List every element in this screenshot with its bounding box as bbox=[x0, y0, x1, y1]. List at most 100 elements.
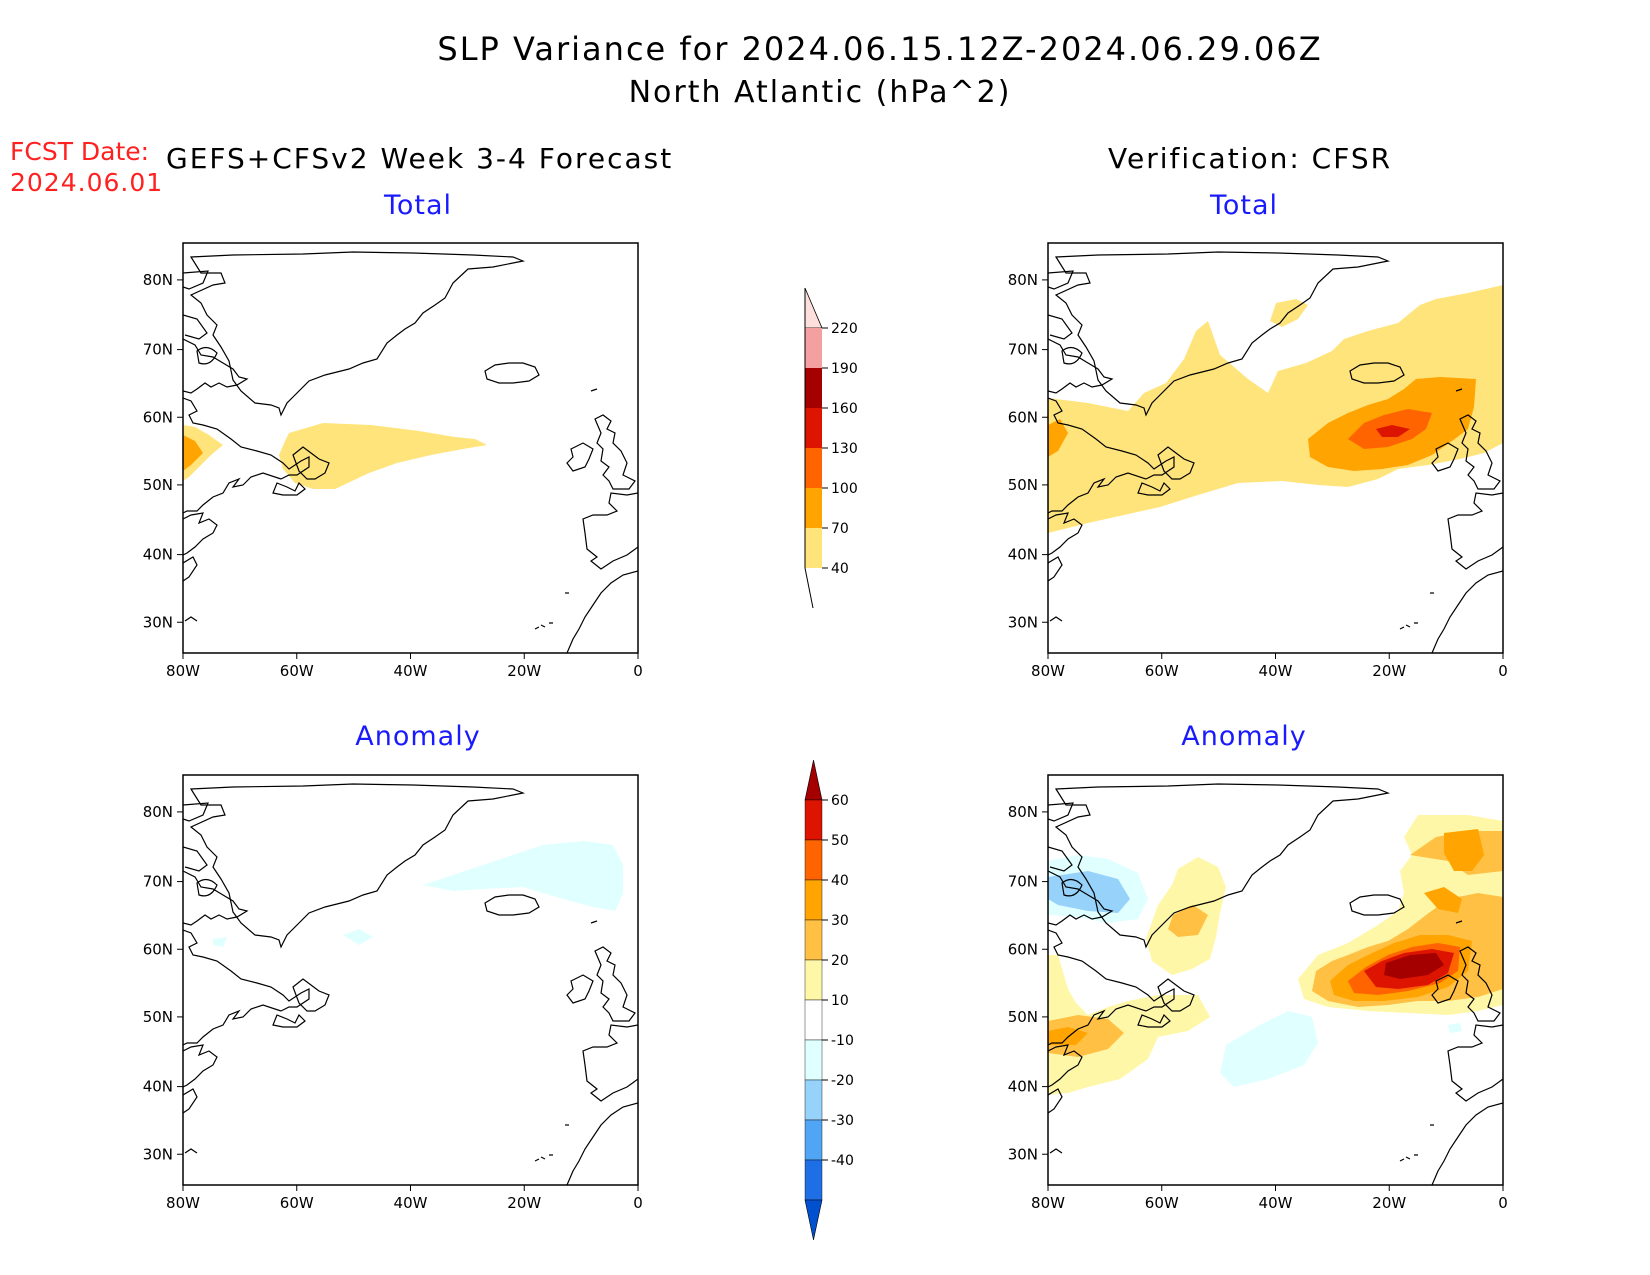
colorbar-anomaly-swatch bbox=[804, 799, 823, 841]
panel-verification-total bbox=[1047, 242, 1504, 654]
colorbar-total-label: 100 bbox=[831, 481, 858, 497]
lat-label: 70N bbox=[143, 341, 173, 359]
forecast-title: GEFS+CFSv2 Week 3-4 Forecast bbox=[166, 142, 674, 175]
lat-label: 80N bbox=[143, 271, 173, 289]
lat-label: 60N bbox=[143, 408, 173, 426]
colorbar-anomaly-swatch bbox=[804, 999, 823, 1041]
verification-total-subtitle: Total bbox=[1209, 190, 1279, 221]
colorbar-total-swatch bbox=[805, 448, 822, 488]
figure-subtitle: North Atlantic (hPa^2) bbox=[628, 75, 1012, 110]
colorbar-total-label: 40 bbox=[831, 561, 849, 577]
lat-label: 30N bbox=[1008, 613, 1038, 631]
colorbar-anomaly-label: -30 bbox=[831, 1113, 854, 1129]
lat-label: 40N bbox=[1008, 1078, 1038, 1096]
colorbar-total-label: 220 bbox=[831, 321, 858, 337]
verification-total-field bbox=[1048, 285, 1503, 533]
forecast-anomaly-field bbox=[213, 841, 623, 947]
colorbar-anomaly-label: 10 bbox=[831, 993, 849, 1009]
colorbar-total-label: 70 bbox=[831, 521, 849, 537]
lon-label: 60W bbox=[280, 662, 314, 680]
lat-label: 30N bbox=[1008, 1145, 1038, 1163]
colorbar-total: 220 190 160 130 100 70 40 bbox=[804, 287, 858, 609]
lat-label: 30N bbox=[143, 613, 173, 631]
lat-label: 50N bbox=[1008, 1008, 1038, 1026]
forecast-total-subtitle: Total bbox=[383, 190, 453, 221]
lon-label: 60W bbox=[1145, 662, 1179, 680]
colorbar-total-swatch bbox=[805, 528, 822, 568]
lat-label: 50N bbox=[1008, 476, 1038, 494]
panel-forecast-total bbox=[182, 242, 639, 654]
colorbar-anomaly-label: 40 bbox=[831, 873, 849, 889]
colorbar-anomaly-swatch bbox=[804, 1119, 823, 1161]
lat-label: 30N bbox=[143, 1145, 173, 1163]
lon-label: 60W bbox=[280, 1194, 314, 1212]
colorbar-anomaly-label: 20 bbox=[831, 953, 849, 969]
panel-verification-anomaly bbox=[1047, 774, 1504, 1186]
fcst-date-label: FCST Date: bbox=[10, 137, 150, 166]
colorbar-anomaly-swatch bbox=[804, 1079, 823, 1121]
colorbar-anomaly-swatch bbox=[804, 1039, 823, 1081]
lat-label: 70N bbox=[143, 873, 173, 891]
lat-label: 70N bbox=[1008, 341, 1038, 359]
colorbar-total-swatch bbox=[805, 408, 822, 448]
lat-label: 50N bbox=[143, 476, 173, 494]
colorbar-anomaly-label: -20 bbox=[831, 1073, 854, 1089]
lon-label: 20W bbox=[507, 1194, 541, 1212]
colorbar-total-label: 130 bbox=[831, 441, 858, 457]
lat-label: 60N bbox=[1008, 940, 1038, 958]
lon-label: 60W bbox=[1145, 1194, 1179, 1212]
colorbar-anomaly-label: -40 bbox=[831, 1153, 854, 1169]
lon-label: 80W bbox=[166, 1194, 200, 1212]
panel-forecast-anomaly bbox=[182, 774, 639, 1186]
lon-label: 0 bbox=[633, 1194, 643, 1212]
lat-label: 40N bbox=[143, 546, 173, 564]
lat-label: 60N bbox=[1008, 408, 1038, 426]
lon-label: 0 bbox=[633, 662, 643, 680]
colorbar-anomaly-swatch bbox=[804, 919, 823, 961]
colorbar-total-swatch bbox=[805, 488, 822, 528]
fcst-date-value: 2024.06.01 bbox=[10, 168, 164, 197]
colorbar-anomaly-label: -10 bbox=[831, 1033, 854, 1049]
axes-layer: 80N 70N 60N 50N 40N 30N 80W 60W 40W 20W 0 80N 70N 60N… bbox=[143, 271, 1508, 1212]
colorbar-total-top-triangle bbox=[804, 287, 823, 329]
forecast-total-field bbox=[183, 423, 487, 489]
colorbar-total-label: 190 bbox=[831, 361, 858, 377]
lon-label: 40W bbox=[1259, 662, 1293, 680]
lat-label: 70N bbox=[1008, 873, 1038, 891]
colorbar-anomaly-label: 50 bbox=[831, 833, 849, 849]
lon-label: 20W bbox=[1372, 1194, 1406, 1212]
colorbar-anomaly-label: 30 bbox=[831, 913, 849, 929]
lat-label: 40N bbox=[143, 1078, 173, 1096]
figure-title: SLP Variance for 2024.06.15.12Z-2024.06.… bbox=[437, 30, 1323, 68]
forecast-anomaly-subtitle: Anomaly bbox=[355, 721, 481, 752]
verification-anomaly-subtitle: Anomaly bbox=[1181, 721, 1307, 752]
colorbar-anomaly-swatch bbox=[804, 959, 823, 1001]
colorbar-anomaly-top-triangle bbox=[804, 759, 823, 801]
lon-label: 40W bbox=[394, 662, 428, 680]
colorbar-total-label: 160 bbox=[831, 401, 858, 417]
colorbar-anomaly-label: 60 bbox=[831, 793, 849, 809]
colorbar-anomaly: 60 50 40 30 20 10 -10 -20 -30 -40 bbox=[804, 759, 854, 1241]
lon-label: 80W bbox=[166, 662, 200, 680]
lon-label: 40W bbox=[394, 1194, 428, 1212]
lat-label: 60N bbox=[143, 940, 173, 958]
lon-label: 0 bbox=[1498, 1194, 1508, 1212]
colorbar-anomaly-bottom-triangle bbox=[804, 1199, 823, 1241]
verification-title: Verification: CFSR bbox=[1108, 142, 1393, 175]
colorbar-total-swatch bbox=[805, 368, 822, 408]
lon-label: 0 bbox=[1498, 662, 1508, 680]
colorbar-total-swatch bbox=[805, 328, 822, 368]
lon-label: 80W bbox=[1031, 662, 1065, 680]
lat-label: 80N bbox=[1008, 271, 1038, 289]
colorbar-anomaly-swatch bbox=[804, 879, 823, 921]
colorbar-anomaly-swatch bbox=[804, 839, 823, 881]
lat-label: 80N bbox=[143, 803, 173, 821]
lat-label: 50N bbox=[143, 1008, 173, 1026]
colorbar-total-bottom-triangle bbox=[804, 567, 814, 609]
lon-label: 20W bbox=[1372, 662, 1406, 680]
verification-anomaly-field bbox=[1048, 815, 1503, 1095]
lat-label: 40N bbox=[1008, 546, 1038, 564]
lon-label: 20W bbox=[507, 662, 541, 680]
lat-label: 80N bbox=[1008, 803, 1038, 821]
